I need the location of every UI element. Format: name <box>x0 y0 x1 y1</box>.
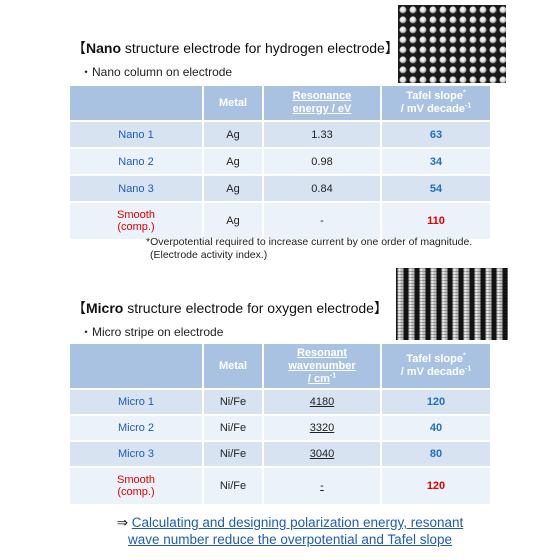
header-metal: Metal <box>202 86 262 120</box>
conclusion-text: ⇒ Calculating and designing polarization… <box>60 514 520 548</box>
table-row-comparison: Smooth (comp.) Ag - 110 <box>70 201 490 239</box>
tafel-value: 80 <box>380 440 490 466</box>
tafel-value: 120 <box>380 466 490 504</box>
nano-table-header: Metal Resonance energy / eV Tafel slope*… <box>70 86 490 120</box>
header-sample <box>70 344 202 388</box>
metal-value: Ni/Fe <box>202 414 262 440</box>
nano-column-sem-image <box>398 5 506 83</box>
micro-table: Metal Resonant wavenumber / cm-1 Tafel s… <box>70 344 490 504</box>
conclusion-line-1: Calculating and designing polarization e… <box>131 515 464 530</box>
micro-table-header: Metal Resonant wavenumber / cm-1 Tafel s… <box>70 344 490 388</box>
micro-subtitle: ・Micro stripe on electrode <box>80 325 224 339</box>
wavenumber-value: 4180 <box>262 388 380 414</box>
micro-title-rest: structure electrode for oxygen electrode <box>123 300 374 316</box>
table-row: Nano 2 Ag 0.98 34 <box>70 147 490 174</box>
micro-stripe-sem-image <box>396 268 508 340</box>
header-tafel: Tafel slope* / mV decade-1 <box>380 344 490 388</box>
nano-title-bold: Nano <box>86 40 121 56</box>
header-sample <box>70 86 202 120</box>
tafel-value: 54 <box>380 174 490 201</box>
table-row: Micro 3 Ni/Fe 3040 80 <box>70 440 490 466</box>
nano-title-rest: structure electrode for hydrogen electro… <box>121 40 385 56</box>
sample-name: Nano 1 <box>70 120 202 147</box>
header-metal: Metal <box>202 344 262 388</box>
bracket-close: 】 <box>384 40 399 56</box>
micro-title-bold: Micro <box>86 300 124 316</box>
bracket-close: 】 <box>373 300 388 316</box>
metal-value: Ni/Fe <box>202 440 262 466</box>
arrow-right-icon: ⇒ <box>116 515 132 530</box>
table-row: Micro 1 Ni/Fe 4180 120 <box>70 388 490 414</box>
metal-value: Ag <box>202 201 262 239</box>
sample-name: Nano 2 <box>70 147 202 174</box>
bracket-open: 【 <box>72 40 86 56</box>
tafel-value: 63 <box>380 120 490 147</box>
tafel-value: 34 <box>380 147 490 174</box>
micro-section-title: 【Micro structure electrode for oxygen el… <box>72 298 388 318</box>
tafel-value: 120 <box>380 388 490 414</box>
sample-name: Micro 1 <box>70 388 202 414</box>
sample-name: Smooth (comp.) <box>70 466 202 504</box>
resonance-value: 1.33 <box>262 120 380 147</box>
sample-name: Smooth (comp.) <box>70 201 202 239</box>
nano-footnote: *Overpotential required to increase curr… <box>146 236 473 261</box>
header-resonance: Resonance energy / eV <box>262 86 380 120</box>
tafel-value: 40 <box>380 414 490 440</box>
header-tafel: Tafel slope* / mV decade-1 <box>380 86 490 120</box>
nano-table: Metal Resonance energy / eV Tafel slope*… <box>70 86 490 239</box>
table-row: Micro 2 Ni/Fe 3320 40 <box>70 414 490 440</box>
metal-value: Ag <box>202 120 262 147</box>
metal-value: Ag <box>202 147 262 174</box>
table-row: Nano 3 Ag 0.84 54 <box>70 174 490 201</box>
bracket-open: 【 <box>72 300 86 316</box>
sample-name: Micro 3 <box>70 440 202 466</box>
resonance-value: - <box>262 201 380 239</box>
resonance-value: 0.98 <box>262 147 380 174</box>
sample-name: Nano 3 <box>70 174 202 201</box>
tafel-value: 110 <box>380 201 490 239</box>
wavenumber-value: - <box>262 466 380 504</box>
metal-value: Ni/Fe <box>202 466 262 504</box>
wavenumber-value: 3320 <box>262 414 380 440</box>
metal-value: Ag <box>202 174 262 201</box>
resonance-value: 0.84 <box>262 174 380 201</box>
sample-name: Micro 2 <box>70 414 202 440</box>
nano-section-title: 【Nano structure electrode for hydrogen e… <box>72 38 399 58</box>
table-row: Nano 1 Ag 1.33 63 <box>70 120 490 147</box>
conclusion-line-2: wave number reduce the overpotential and… <box>128 532 452 547</box>
table-row-comparison: Smooth (comp.) Ni/Fe - 120 <box>70 466 490 504</box>
wavenumber-value: 3040 <box>262 440 380 466</box>
nano-subtitle: ・Nano column on electrode <box>80 65 233 79</box>
header-resonant-wavenumber: Resonant wavenumber / cm-1 <box>262 344 380 388</box>
metal-value: Ni/Fe <box>202 388 262 414</box>
